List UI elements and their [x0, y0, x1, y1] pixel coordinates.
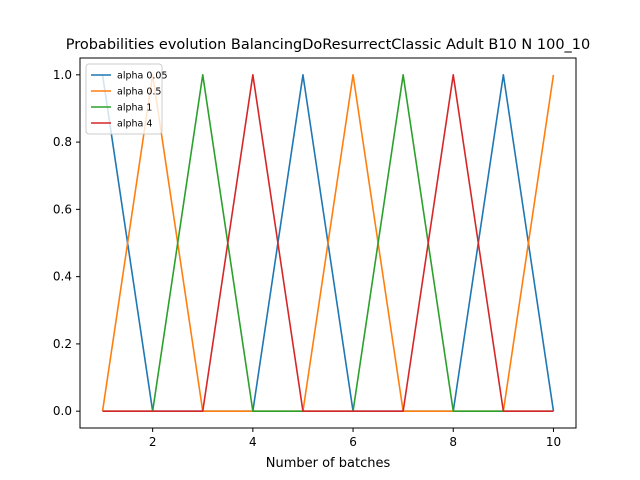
x-axis-label: Number of batches [266, 456, 391, 471]
legend-label-0: alpha 0.05 [117, 71, 168, 82]
legend-label-3: alpha 4 [117, 119, 152, 130]
axes-frame [79, 57, 577, 429]
y-tick-label: 0.4 [53, 270, 72, 284]
series-layer [101, 74, 555, 412]
legend-box [85, 63, 163, 135]
legend: alpha 0.05 alpha 0.5 alpha 1 alpha 4 [85, 63, 168, 135]
y-axis-ticks: 0.0 0.2 0.4 0.6 0.8 1.0 [53, 68, 80, 418]
x-tick-label: 10 [546, 435, 561, 449]
legend-label-1: alpha 0.5 [117, 87, 161, 98]
y-tick-label: 0.8 [53, 135, 72, 149]
legend-label-2: alpha 1 [117, 103, 152, 114]
x-tick-label: 2 [149, 435, 157, 449]
y-tick-label: 0.6 [53, 202, 72, 216]
x-tick-label: 6 [349, 435, 357, 449]
y-tick-label: 1.0 [53, 68, 72, 82]
x-axis-ticks: 2 4 6 8 10 [149, 428, 561, 449]
chart-title: Probabilities evolution BalancingDoResur… [66, 37, 591, 53]
series-line-3 [102, 74, 554, 412]
y-tick-label: 0.2 [53, 337, 72, 351]
x-tick-label: 4 [249, 435, 257, 449]
y-tick-label: 0.0 [53, 404, 72, 418]
x-tick-label: 8 [449, 435, 457, 449]
